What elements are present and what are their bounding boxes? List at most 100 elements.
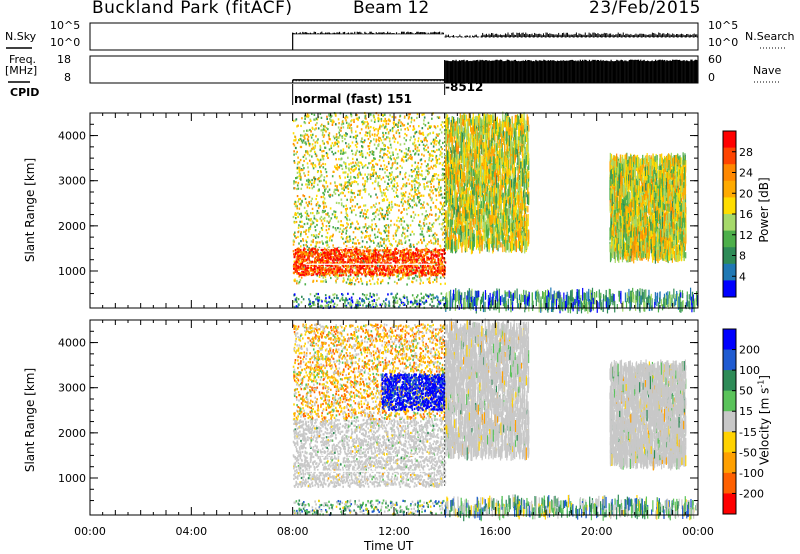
data-pixel bbox=[366, 131, 369, 135]
data-pixel bbox=[363, 141, 365, 144]
data-pixel bbox=[355, 242, 358, 245]
data-pixel bbox=[393, 248, 396, 251]
data-pixel bbox=[420, 268, 423, 271]
data-pixel bbox=[350, 195, 353, 199]
data-pixel bbox=[362, 122, 365, 125]
data-pixel bbox=[425, 148, 428, 152]
data-pixel bbox=[422, 227, 424, 230]
data-pixel bbox=[439, 178, 442, 182]
data-pixel bbox=[357, 239, 359, 242]
data-pixel bbox=[437, 252, 440, 255]
data-pixel bbox=[336, 142, 338, 146]
data-pixel bbox=[418, 271, 420, 274]
data-pixel bbox=[407, 264, 410, 267]
data-pixel bbox=[359, 250, 362, 253]
data-pixel bbox=[431, 167, 434, 170]
data-pixel bbox=[303, 271, 306, 275]
data-pixel bbox=[431, 158, 434, 161]
data-pixel bbox=[371, 275, 373, 278]
data-pixel bbox=[370, 119, 373, 122]
data-pixel bbox=[310, 266, 312, 269]
data-pixel bbox=[441, 152, 443, 155]
data-pixel bbox=[355, 271, 358, 274]
data-pixel bbox=[375, 140, 378, 143]
data-pixel bbox=[435, 254, 437, 257]
data-pixel bbox=[377, 251, 380, 254]
data-pixel bbox=[336, 188, 338, 192]
data-pixel bbox=[305, 243, 307, 247]
data-pixel bbox=[303, 195, 306, 198]
data-pixel bbox=[425, 244, 427, 248]
data-pixel bbox=[346, 198, 348, 201]
data-pixel bbox=[301, 264, 304, 267]
data-pixel bbox=[413, 170, 415, 173]
data-pixel bbox=[319, 175, 322, 178]
data-pixel bbox=[407, 149, 410, 152]
data-pixel bbox=[310, 136, 313, 139]
data-pixel bbox=[433, 278, 436, 281]
data-pixel bbox=[417, 189, 420, 192]
data-pixel bbox=[379, 185, 381, 188]
data-pixel bbox=[388, 210, 390, 213]
data-pixel bbox=[297, 258, 300, 261]
data-pixel bbox=[440, 262, 443, 265]
data-pixel bbox=[402, 202, 405, 205]
data-pixel bbox=[322, 224, 324, 227]
data-pixel bbox=[433, 254, 435, 258]
data-pixel bbox=[325, 130, 327, 133]
data-pixel bbox=[360, 252, 363, 255]
data-pixel bbox=[314, 249, 317, 252]
data-pixel bbox=[316, 201, 319, 204]
data-pixel bbox=[410, 157, 412, 160]
data-pixel bbox=[306, 133, 309, 136]
data-pixel bbox=[298, 248, 300, 252]
data-pixel bbox=[321, 222, 324, 225]
data-pixel bbox=[334, 213, 337, 216]
data-pixel bbox=[401, 249, 404, 252]
data-pixel bbox=[416, 112, 419, 116]
data-pixel bbox=[373, 143, 376, 146]
data-pixel bbox=[423, 147, 425, 150]
data-pixel bbox=[324, 190, 326, 193]
data-pixel bbox=[334, 184, 337, 187]
data-pixel bbox=[337, 254, 339, 257]
data-pixel bbox=[297, 257, 299, 260]
data-pixel bbox=[341, 270, 344, 273]
data-pixel bbox=[357, 249, 359, 252]
data-pixel bbox=[354, 256, 356, 259]
data-pixel bbox=[384, 273, 387, 276]
data-pixel bbox=[424, 136, 427, 139]
data-pixel bbox=[349, 269, 351, 272]
data-pixel bbox=[368, 249, 370, 253]
data-pixel bbox=[345, 264, 348, 267]
data-pixel bbox=[310, 268, 313, 271]
data-pixel bbox=[396, 261, 398, 264]
data-pixel bbox=[375, 172, 378, 175]
data-pixel bbox=[414, 190, 416, 193]
data-pixel bbox=[357, 264, 359, 267]
data-pixel bbox=[307, 218, 310, 221]
data-pixel bbox=[357, 183, 359, 186]
data-pixel bbox=[322, 166, 325, 169]
data-pixel bbox=[425, 222, 428, 226]
data-pixel bbox=[411, 188, 414, 191]
data-pixel bbox=[306, 150, 309, 153]
data-pixel bbox=[349, 278, 352, 281]
data-pixel bbox=[386, 136, 388, 139]
data-pixel bbox=[305, 232, 307, 236]
data-pixel bbox=[408, 203, 411, 206]
data-pixel bbox=[328, 268, 330, 271]
data-pixel bbox=[356, 273, 358, 276]
data-pixel bbox=[409, 269, 411, 272]
data-pixel bbox=[311, 112, 313, 115]
data-pixel bbox=[384, 167, 386, 170]
data-pixel bbox=[335, 262, 338, 265]
data-pixel bbox=[351, 181, 353, 184]
data-pixel bbox=[434, 126, 437, 130]
data-pixel bbox=[322, 217, 325, 221]
data-pixel bbox=[338, 141, 340, 144]
data-pixel bbox=[443, 173, 445, 176]
data-pixel bbox=[299, 248, 302, 252]
data-pixel bbox=[332, 120, 335, 123]
data-pixel bbox=[299, 197, 301, 201]
